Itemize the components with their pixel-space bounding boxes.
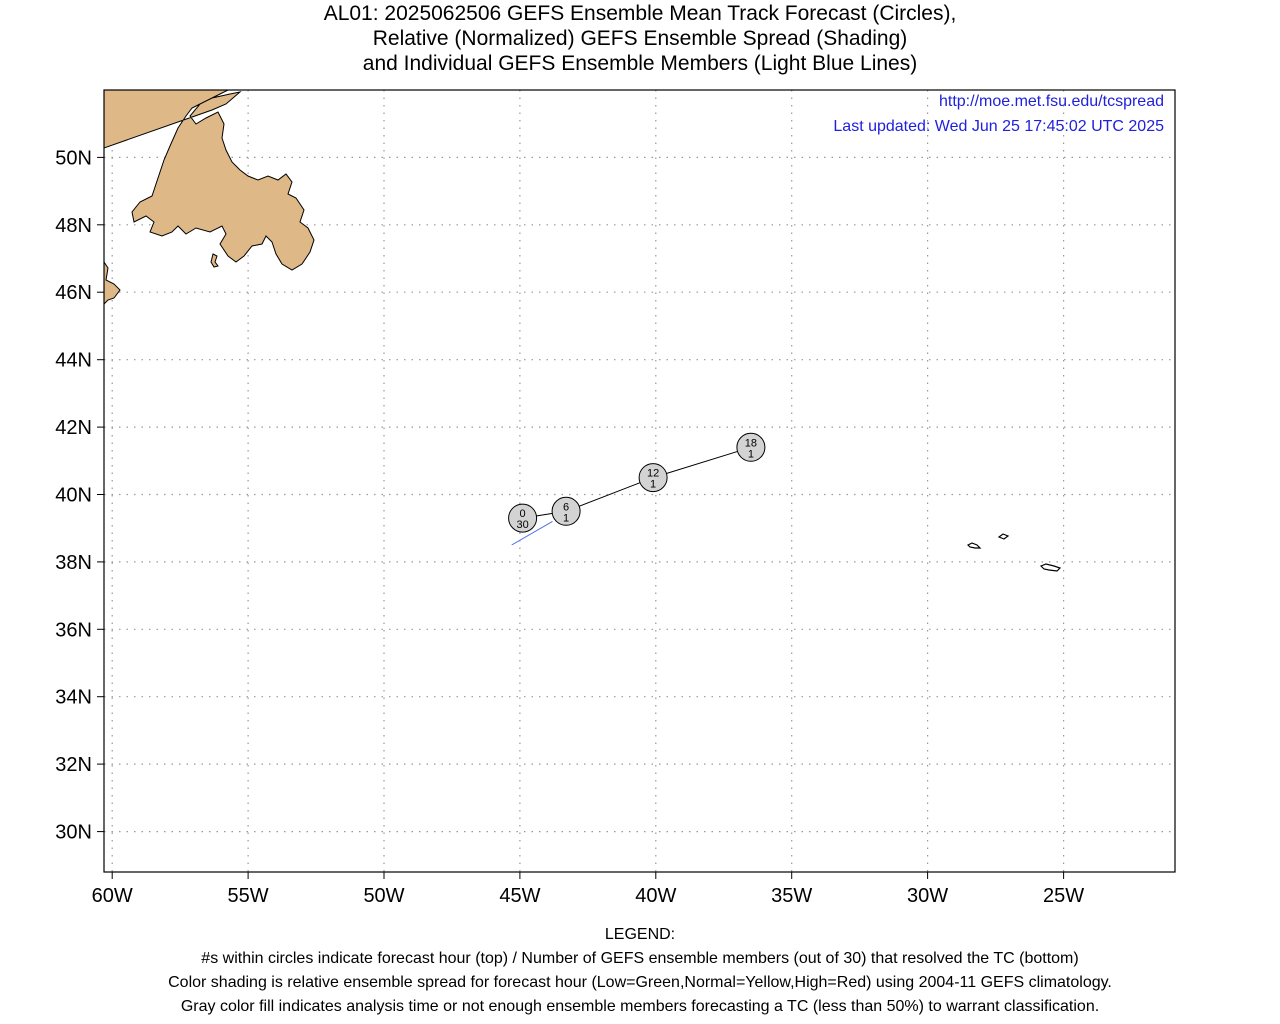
cape-breton-landmass bbox=[104, 261, 121, 305]
forecast-circle bbox=[736, 432, 766, 462]
land-layer bbox=[104, 90, 315, 305]
forecast-hour-label: 18 bbox=[745, 437, 757, 449]
forecast-point: 61 bbox=[551, 496, 581, 526]
x-tick-label: 40W bbox=[635, 885, 676, 907]
y-tick-label: 36N bbox=[55, 619, 92, 641]
title-line-2: Relative (Normalized) GEFS Ensemble Spre… bbox=[372, 27, 908, 50]
title-line-3: and Individual GEFS Ensemble Members (Li… bbox=[362, 52, 918, 75]
x-tick-label: 55W bbox=[228, 885, 269, 907]
forecast-point: 181 bbox=[736, 432, 766, 462]
member-count-label: 1 bbox=[563, 512, 569, 524]
title-line-1: AL01: 2025062506 GEFS Ensemble Mean Trac… bbox=[323, 2, 957, 25]
axis-ticks: 60W 55W 50W 45W 40W 35W 30W 25W 30N 32N 34N 36N 38N 4… bbox=[55, 147, 1084, 907]
forecast-circle bbox=[551, 496, 581, 526]
x-tick-label: 35W bbox=[771, 885, 812, 907]
x-tick-label: 60W bbox=[92, 885, 133, 907]
y-tick-label: 30N bbox=[55, 822, 92, 844]
member-count-label: 1 bbox=[748, 448, 754, 460]
y-tick-label: 32N bbox=[55, 754, 92, 776]
legend-line-1: #s within circles indicate forecast hour… bbox=[201, 950, 1079, 967]
y-tick-label: 34N bbox=[55, 687, 92, 709]
x-tick-label: 25W bbox=[1043, 885, 1084, 907]
x-tick-label: 30W bbox=[907, 885, 948, 907]
legend-line-3: Gray color fill indicates analysis time … bbox=[180, 998, 1100, 1015]
y-tick-label: 50N bbox=[55, 147, 92, 169]
x-tick-label: 50W bbox=[363, 885, 404, 907]
newfoundland-landmass bbox=[104, 90, 315, 271]
y-tick-label: 38N bbox=[55, 552, 92, 574]
ensemble-member-track bbox=[511, 520, 553, 546]
st-pierre-island bbox=[210, 253, 219, 268]
x-tick-label: 45W bbox=[499, 885, 540, 907]
legend-line-2: Color shading is relative ensemble sprea… bbox=[168, 974, 1112, 991]
y-tick-label: 48N bbox=[55, 215, 92, 237]
forecast-point: 121 bbox=[638, 463, 668, 493]
forecast-hour-label: 12 bbox=[647, 468, 659, 480]
azores-islands bbox=[966, 533, 1062, 572]
legend-heading: LEGEND: bbox=[604, 926, 676, 943]
forecast-hour-label: 6 bbox=[563, 501, 569, 513]
plot-frame bbox=[103, 89, 1176, 873]
y-tick-label: 42N bbox=[55, 417, 92, 439]
y-tick-label: 44N bbox=[55, 350, 92, 372]
azores-island-east bbox=[1039, 563, 1062, 572]
forecast-hour-label: 0 bbox=[520, 508, 526, 520]
azores-island-west bbox=[966, 542, 982, 549]
forecast-point: 030 bbox=[508, 503, 538, 533]
y-tick-label: 40N bbox=[55, 485, 92, 507]
last-updated: Last updated: Wed Jun 25 17:45:02 UTC 20… bbox=[833, 118, 1164, 135]
member-count-label: 1 bbox=[650, 479, 656, 491]
y-tick-label: 46N bbox=[55, 282, 92, 304]
member-count-label: 30 bbox=[516, 519, 528, 531]
forecast-circle bbox=[638, 463, 668, 493]
source-url: http://moe.met.fsu.edu/tcspread bbox=[938, 93, 1164, 110]
azores-island-central bbox=[997, 533, 1010, 540]
forecast-circle bbox=[508, 503, 538, 533]
mean-track-line bbox=[522, 446, 752, 519]
